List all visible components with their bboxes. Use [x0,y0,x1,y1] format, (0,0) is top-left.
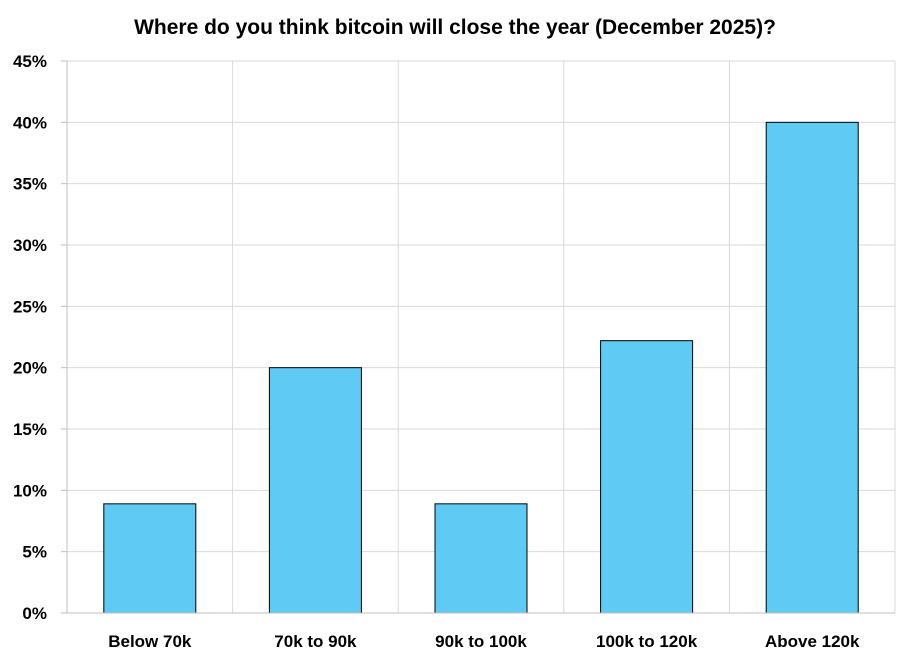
y-tick-label: 35% [13,175,47,194]
y-tick-label: 20% [13,359,47,378]
x-axis: Below 70k 70k to 90k 90k to 100k 100k to 12… [67,612,895,651]
y-tick-label: 15% [13,420,47,439]
x-category-label: 70k to 90k [274,632,357,651]
y-tick-label: 40% [13,113,47,132]
y-tick-label: 30% [13,236,47,255]
bar [103,503,197,614]
bars [103,121,859,614]
y-tick-label: 0% [22,604,47,623]
bar [434,503,528,614]
y-tick-label: 10% [13,481,47,500]
x-category-label: Below 70k [108,632,192,651]
y-axis: 0% 5% 10% 15% 20% 25% 30% 35% 40% 45% [13,52,68,623]
x-category-label: 90k to 100k [435,632,527,651]
x-category-label: Above 120k [765,632,860,651]
bar [600,340,694,614]
y-tick-label: 25% [13,297,47,316]
chart-title: Where do you think bitcoin will close th… [134,16,776,39]
bar [765,121,859,614]
x-category-label: 100k to 120k [596,632,698,651]
y-tick-label: 5% [22,543,47,562]
bar [268,367,362,614]
y-tick-label: 45% [13,52,47,71]
